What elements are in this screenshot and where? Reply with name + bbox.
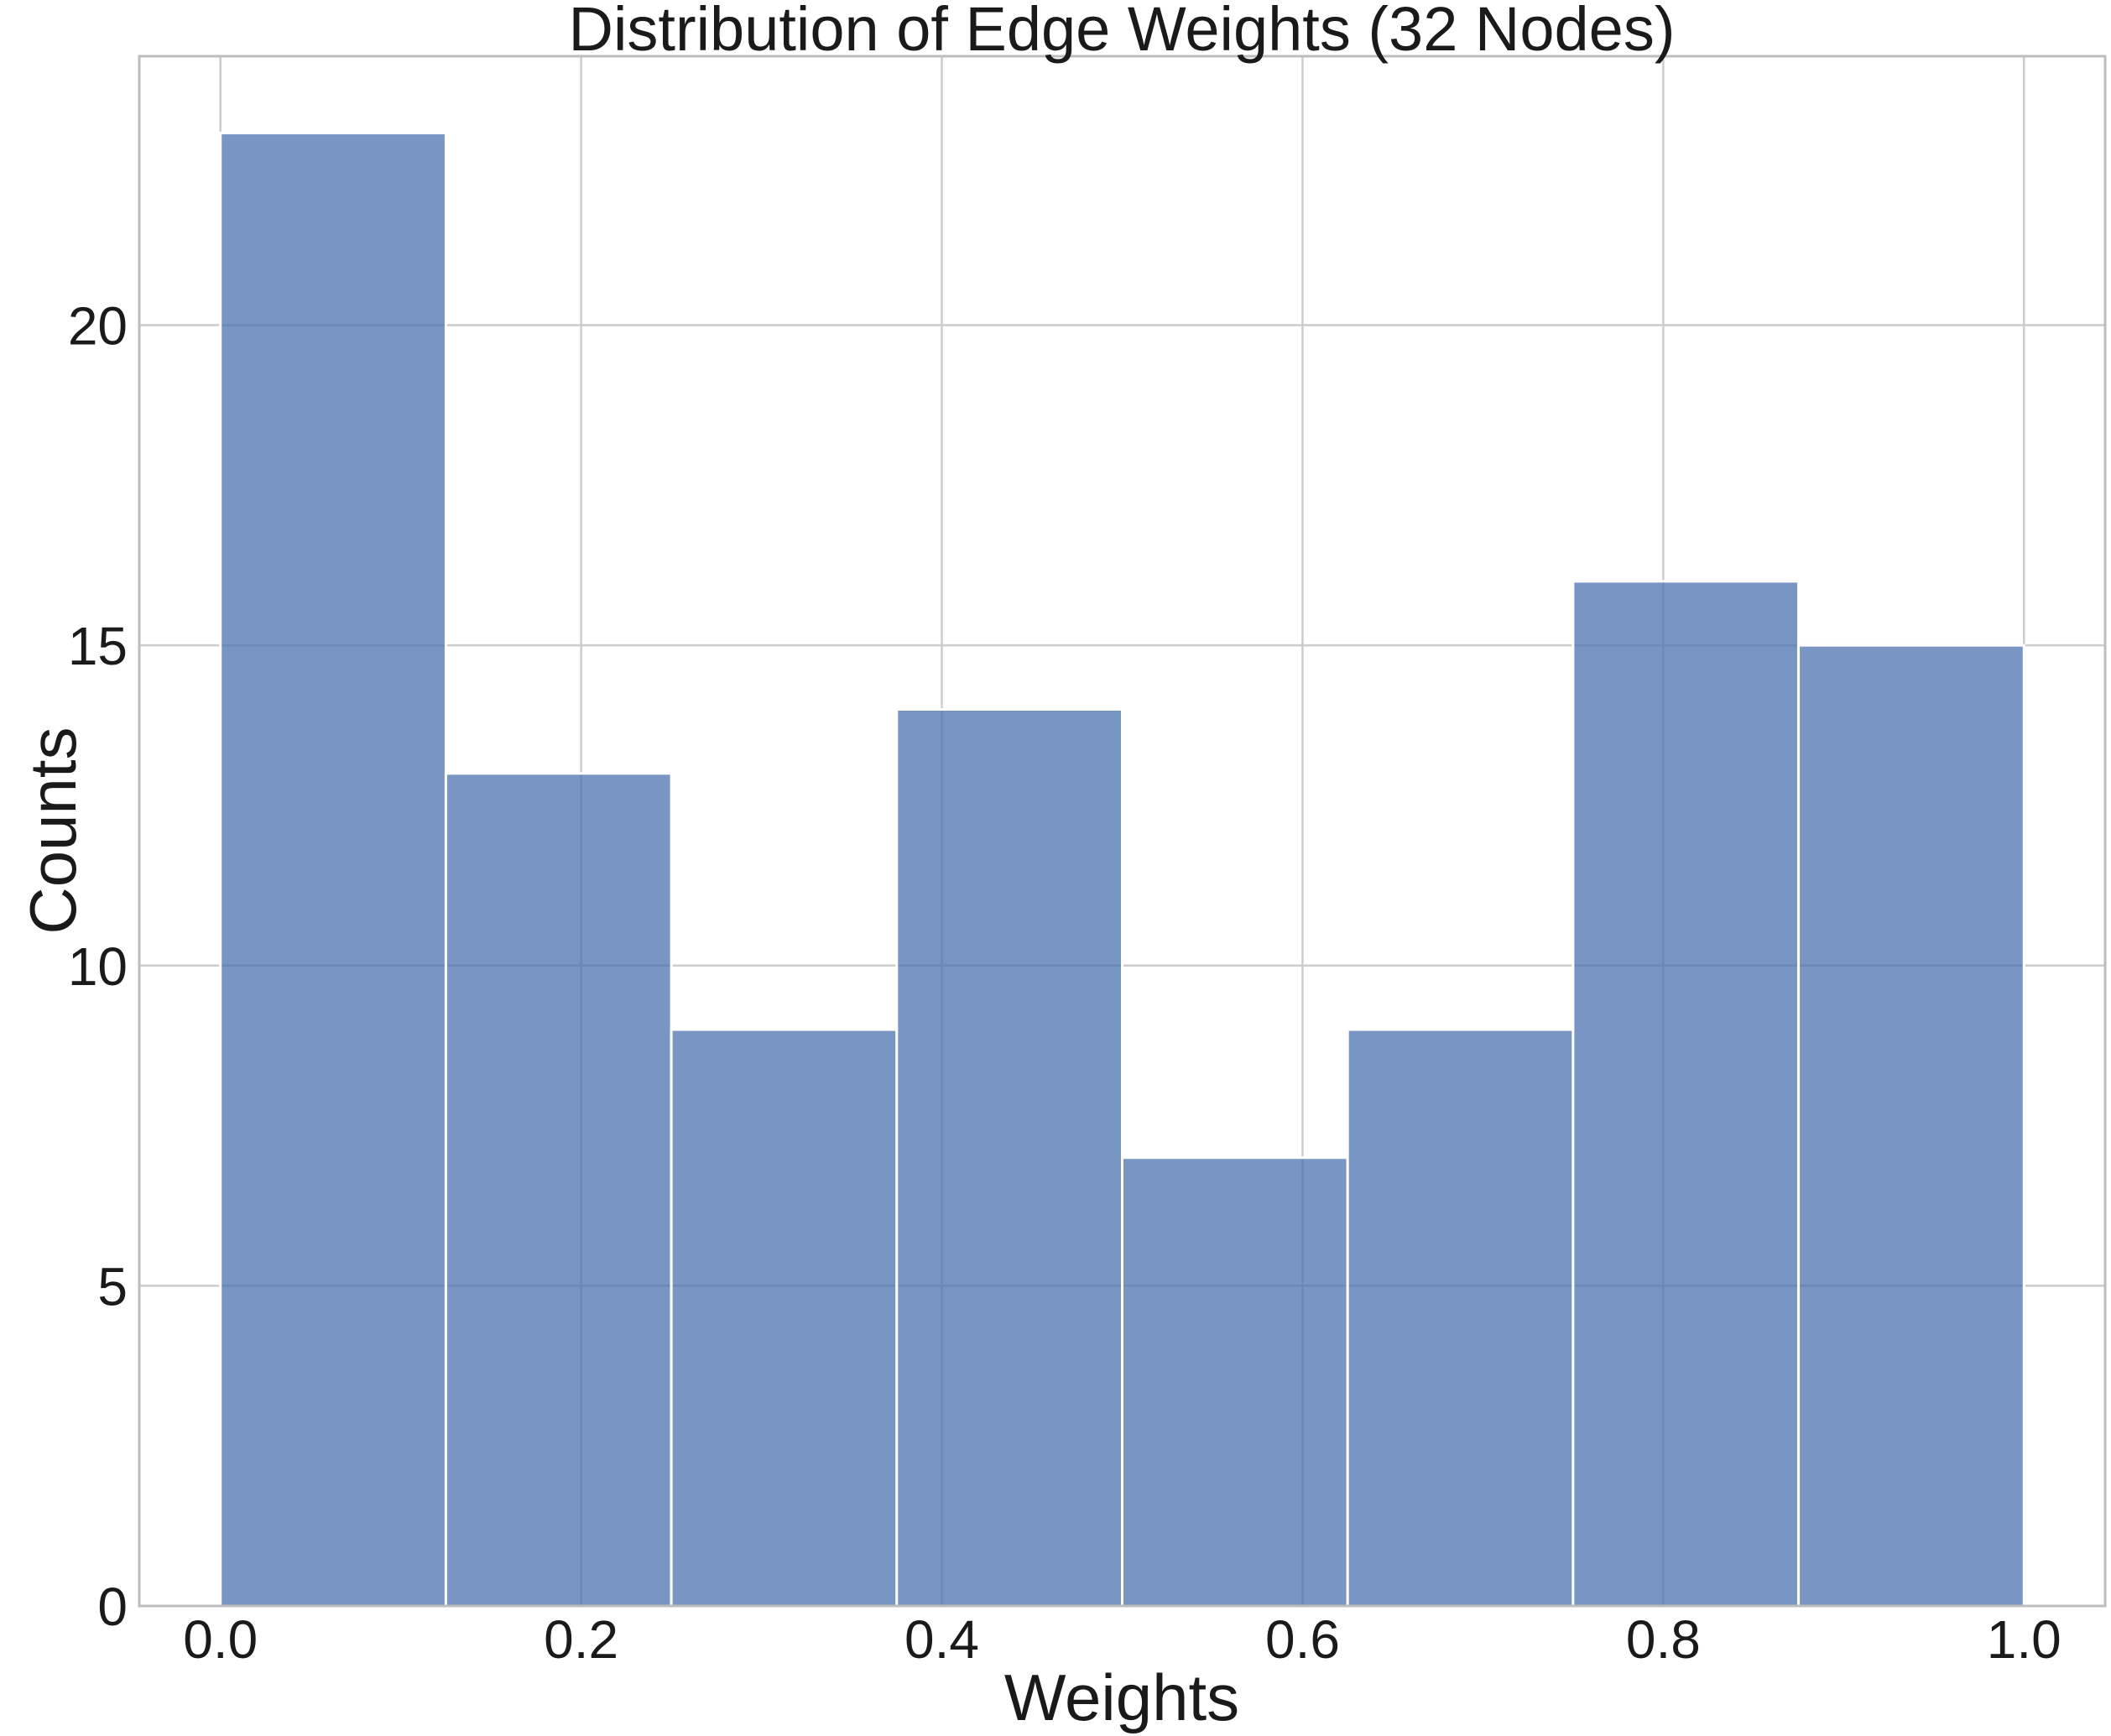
histogram-bar [1346,1028,1575,1608]
histogram-bar [670,1028,899,1608]
axes-frame [138,55,2107,1608]
y-tick-label: 15 [68,616,128,676]
histogram-bar [1121,1156,1349,1608]
x-tick-label: 0.4 [904,1609,979,1670]
histogram-bars [219,132,2025,1608]
histogram-bar [1797,644,2025,1608]
histogram-bar [1572,580,1801,1608]
y-tick-label: 0 [97,1577,128,1637]
axes-spines [138,55,2107,1608]
y-tick-label: 10 [68,936,128,997]
x-tick-label: 0.6 [1265,1609,1340,1670]
x-tick-label: 0.0 [183,1609,258,1670]
x-axis-label: Weights [1004,1660,1239,1734]
y-axis-label: Counts [16,727,90,934]
tick-labels: 0 5 10 15 20 0.0 0.2 0.4 0.6 0.8 1.0 [68,296,2061,1670]
y-tick-label: 5 [97,1256,128,1316]
x-tick-label: 1.0 [1987,1609,2061,1670]
x-tick-label: 0.2 [544,1609,618,1670]
histogram-bar [444,772,673,1608]
x-tick-label: 0.8 [1626,1609,1701,1670]
histogram-bar [219,132,447,1608]
y-tick-label: 20 [68,296,128,357]
chart-title: Distribution of Edge Weights (32 Nodes) [569,0,1676,64]
histogram-bar [895,707,1124,1608]
